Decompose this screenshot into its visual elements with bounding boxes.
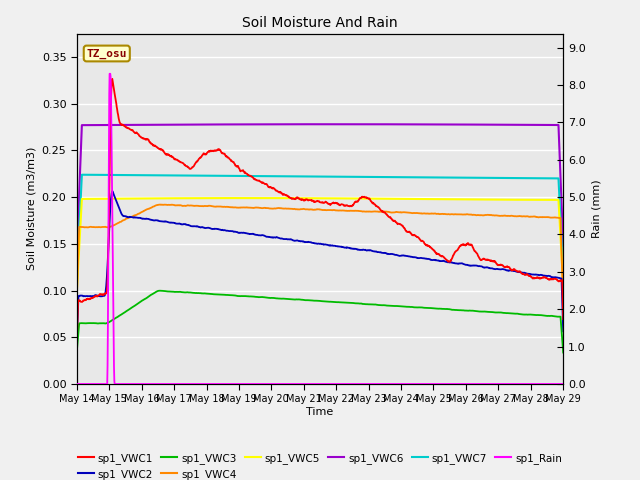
X-axis label: Time: Time [307, 407, 333, 417]
Y-axis label: Soil Moisture (m3/m3): Soil Moisture (m3/m3) [26, 147, 36, 271]
Text: TZ_osu: TZ_osu [86, 48, 127, 59]
Legend: sp1_VWC1, sp1_VWC2, sp1_VWC3, sp1_VWC4, sp1_VWC5, sp1_VWC6, sp1_VWC7, sp1_Rain: sp1_VWC1, sp1_VWC2, sp1_VWC3, sp1_VWC4, … [74, 449, 566, 480]
Y-axis label: Rain (mm): Rain (mm) [591, 180, 602, 238]
Title: Soil Moisture And Rain: Soil Moisture And Rain [242, 16, 398, 30]
